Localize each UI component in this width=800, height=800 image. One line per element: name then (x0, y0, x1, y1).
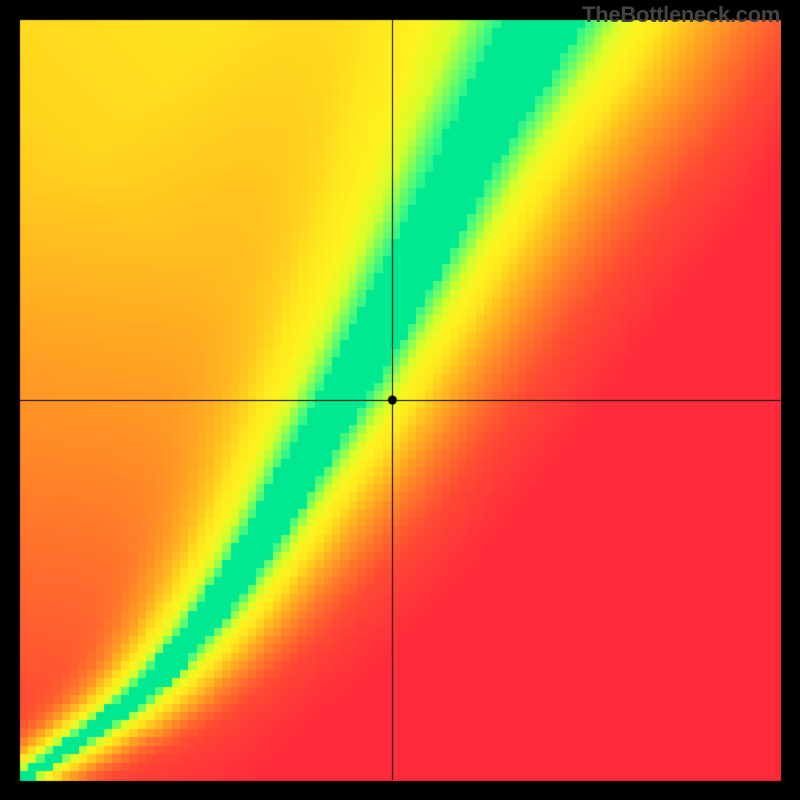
watermark-label: TheBottleneck.com (582, 2, 780, 28)
chart-container: { "watermark_text": "TheBottleneck.com",… (0, 0, 800, 800)
bottleneck-heatmap (0, 0, 800, 800)
